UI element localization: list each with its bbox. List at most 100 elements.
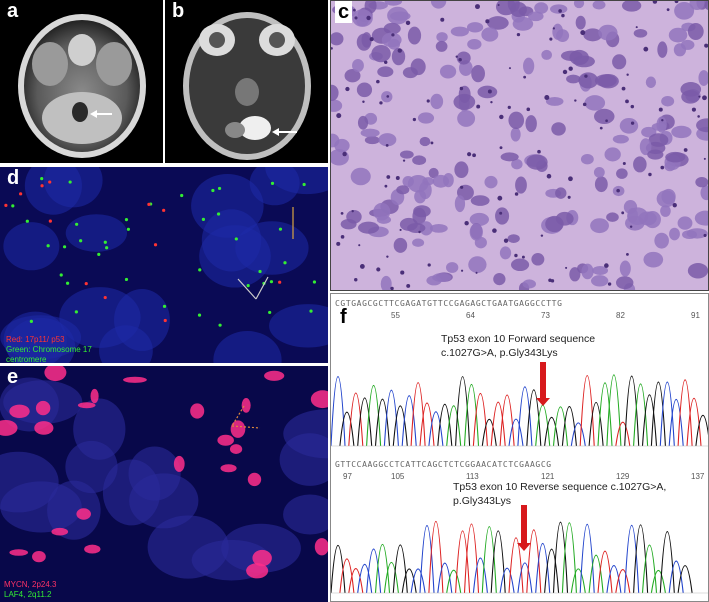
panel-a-mri: a	[0, 0, 163, 163]
nucleolus	[490, 100, 493, 104]
nucleolus	[616, 188, 620, 193]
trace-peak	[392, 405, 408, 447]
trace-peak	[357, 563, 373, 594]
nucleus	[657, 41, 668, 58]
position-number: 82	[616, 311, 625, 320]
nucleus	[619, 117, 639, 134]
red-cluster	[190, 403, 205, 419]
green-signal	[269, 280, 274, 284]
nucleus	[700, 185, 708, 201]
red-signal	[162, 208, 166, 212]
nucleolus	[366, 15, 371, 21]
nucleolus	[391, 33, 395, 37]
panel-label-c: c	[335, 1, 353, 23]
nucleolus	[561, 13, 565, 18]
nucleolus	[599, 126, 603, 130]
reverse-chromatogram: GTTCCAAGGCCTCATTCAGCTCTCGGAACATCTCGAAGCG…	[331, 460, 708, 594]
trace-peak	[544, 548, 560, 594]
green-signal	[126, 227, 131, 231]
nucleolus	[661, 119, 664, 122]
nucleus	[380, 275, 392, 290]
trace-peak	[508, 418, 524, 447]
nucleolus	[507, 105, 511, 109]
nucleus	[429, 223, 448, 233]
nucleus	[680, 39, 695, 50]
nucleolus	[359, 264, 365, 269]
red-signal	[40, 184, 44, 188]
nucleus	[615, 276, 634, 290]
nucleus	[569, 267, 581, 282]
nucleus	[376, 215, 392, 224]
red-signal	[153, 243, 158, 247]
trace-peak	[437, 562, 453, 594]
green-signal	[217, 186, 222, 191]
nucleus	[331, 99, 343, 112]
position-number: 121	[541, 472, 555, 481]
nucleolus	[621, 86, 626, 91]
nucleolus	[626, 73, 629, 76]
nucleus	[606, 212, 619, 222]
nucleus	[453, 93, 476, 110]
nucleus	[612, 134, 629, 144]
nucleus	[525, 115, 537, 133]
trace-peak	[633, 524, 649, 594]
nucleus	[555, 211, 574, 226]
nucleus	[371, 44, 391, 63]
red-cluster	[44, 366, 67, 382]
nucleus	[454, 161, 469, 179]
forward-title-line1: Tp53 exon 10 Forward sequence	[441, 333, 596, 345]
nucleolus	[658, 107, 663, 112]
nucleolus	[540, 234, 544, 237]
green-signal	[302, 182, 306, 187]
nucleus	[364, 136, 380, 145]
nucleus	[681, 90, 700, 104]
nucleolus	[499, 114, 504, 120]
nucleus	[590, 218, 609, 234]
nucleolus	[544, 95, 550, 101]
nucleus	[446, 262, 459, 273]
nucleolus	[487, 89, 492, 94]
nucleus	[531, 252, 545, 266]
reverse-annotation: Tp53 exon 10 Reverse sequence c.1027G>A,…	[453, 480, 666, 508]
arrow-e-2	[231, 425, 261, 429]
nucleus	[671, 125, 692, 139]
nucleus-blob	[249, 167, 300, 206]
fish-legend-d: Red: 17p11/ p53 Green: Chromosome 17 cen…	[6, 335, 92, 363]
nucleus	[648, 133, 669, 147]
nucleus	[656, 190, 676, 208]
nucleus	[402, 175, 414, 188]
trace-peak	[606, 565, 622, 594]
nucleus	[457, 110, 476, 127]
trace-peak	[348, 568, 364, 594]
nucleus	[477, 85, 498, 99]
nucleolus	[548, 278, 552, 283]
nucleolus	[460, 269, 464, 272]
green-signal	[25, 219, 29, 223]
nucleolus	[630, 121, 635, 125]
trace-peak	[641, 544, 658, 594]
reverse-title-line1: Tp53 exon 10 Reverse sequence c.1027G>A,	[453, 481, 667, 493]
nucleus	[430, 1, 447, 9]
legend-green-d-1: Green: Chromosome 17	[6, 345, 92, 354]
nucleus	[660, 205, 671, 217]
nucleus	[687, 23, 704, 40]
red-cluster	[264, 370, 285, 381]
nucleolus	[567, 195, 571, 199]
nucleolus	[674, 1, 679, 4]
panel-label-d: d	[7, 167, 20, 189]
nucleolus	[476, 104, 481, 109]
nucleolus	[472, 153, 476, 158]
green-signal	[97, 252, 101, 256]
red-signal	[4, 203, 8, 207]
nucleus	[592, 1, 606, 10]
nucleus	[381, 32, 402, 48]
nucleolus	[376, 79, 380, 84]
nucleolus	[552, 27, 555, 30]
nucleus	[643, 251, 664, 268]
red-cluster	[314, 538, 328, 556]
nucleolus	[558, 9, 562, 13]
nucleolus	[648, 172, 652, 177]
nucleolus	[400, 270, 405, 275]
trace-peak	[331, 376, 346, 447]
trace-peak	[606, 374, 622, 447]
